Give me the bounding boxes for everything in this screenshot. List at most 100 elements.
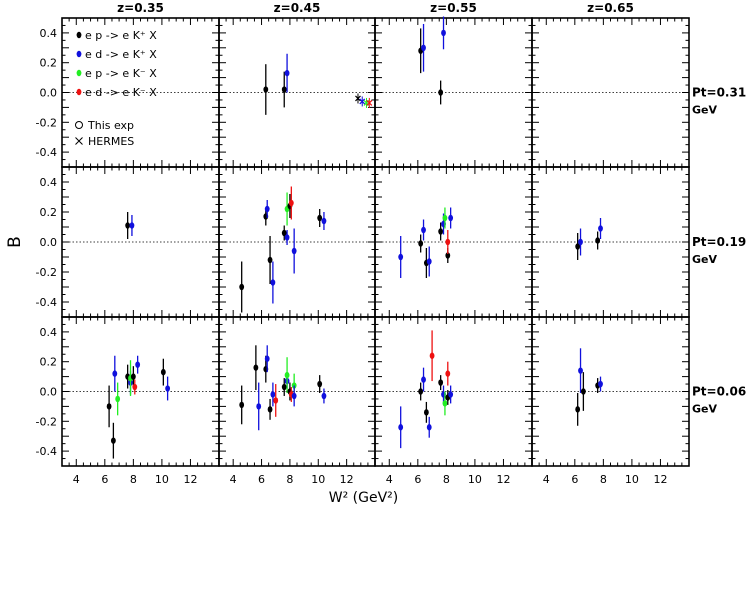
tick-labels: 0.4 0.2 0.0 -0.2 -0.4 0.4 0.2 0.0 -0.2 -0.4 0.4 0.2…	[36, 27, 668, 486]
data-marker	[267, 256, 273, 264]
row-label-pt031: Pt=0.31	[692, 86, 746, 100]
x-tick-label: 10	[155, 473, 169, 486]
circle-icon	[75, 121, 83, 129]
column-label-z045: z=0.45	[274, 1, 321, 15]
legend: e p -> e K⁺ X e d -> e K⁺ X e p -> e K⁻ X e…	[75, 29, 157, 148]
cross-icon	[75, 137, 83, 145]
legend-entry: e d -> e K⁻ X	[76, 86, 157, 99]
legend-label: e p -> e K⁺ X	[85, 29, 157, 42]
y-tick-label: -0.4	[36, 146, 57, 159]
data-marker	[426, 424, 432, 431]
data-point-black	[438, 375, 444, 391]
data-marker	[445, 238, 451, 246]
data-point-blue	[448, 207, 454, 229]
data-marker	[578, 367, 583, 374]
data-marker	[580, 388, 586, 395]
data-marker	[160, 368, 166, 376]
data-point-blue	[321, 212, 327, 230]
data-point-black	[418, 382, 424, 401]
legend-entry-hermes: HERMES	[75, 135, 134, 148]
panel-r2-c1	[218, 316, 376, 467]
data-marker	[110, 437, 116, 444]
data-point-black	[317, 375, 323, 393]
data-marker	[270, 391, 276, 398]
legend-marker	[76, 50, 82, 58]
data-point-blue	[321, 388, 327, 404]
data-point-black	[575, 233, 581, 260]
data-point-blue	[291, 228, 297, 274]
panel-r2-c3	[531, 316, 690, 467]
data-marker	[445, 252, 451, 259]
data-point-blue	[270, 261, 276, 304]
data-marker	[445, 370, 451, 377]
y-tick-label: 0.0	[40, 236, 58, 249]
y-tick-label: 0.4	[40, 27, 58, 40]
data-point-black	[575, 392, 581, 426]
legend-marker	[76, 69, 82, 77]
panel-grid	[61, 16, 690, 467]
data-point-black	[125, 212, 131, 239]
data-point-black	[423, 401, 429, 423]
row-label-pt019-unit: GeV	[692, 253, 717, 266]
data-marker	[438, 89, 444, 96]
y-tick-label: -0.2	[36, 415, 57, 428]
y-tick-label: 0.2	[40, 356, 58, 369]
x-tick-label: 8	[600, 473, 607, 486]
data-marker	[321, 392, 327, 400]
x-tick-label: 8	[443, 473, 450, 486]
data-point-blue	[398, 236, 404, 278]
x-tick-label: 4	[386, 473, 393, 486]
data-marker	[398, 424, 404, 431]
data-marker	[270, 279, 276, 286]
data-point-blue	[256, 382, 262, 431]
data-point-blue	[426, 416, 432, 438]
row-label-pt006: Pt=0.06	[692, 385, 746, 399]
data-point-black	[263, 64, 269, 115]
data-marker	[448, 214, 454, 222]
data-marker	[288, 199, 294, 207]
data-marker	[291, 392, 297, 400]
data-point-black	[438, 222, 444, 241]
y-tick-label: -0.2	[36, 116, 57, 129]
y-tick-label: 0.0	[40, 87, 58, 100]
data-point-blue	[135, 355, 141, 374]
data-marker	[256, 403, 262, 410]
hermes-point-red	[366, 97, 373, 108]
data-marker	[239, 401, 245, 409]
x-tick-label: 6	[571, 473, 578, 486]
data-marker	[317, 214, 323, 222]
data-point-blue	[398, 406, 404, 449]
data-marker	[112, 370, 118, 377]
data-marker	[239, 283, 245, 291]
legend-entry: e p -> e K⁺ X	[76, 29, 157, 42]
x-tick-label: 6	[101, 473, 108, 486]
data-marker	[273, 397, 279, 404]
data-point-black	[281, 378, 287, 396]
legend-label: e d -> e K⁺ X	[85, 48, 157, 61]
data-point-blue	[598, 218, 603, 239]
data-point-black	[580, 372, 586, 411]
data-marker	[595, 237, 601, 244]
data-point-black	[281, 225, 287, 241]
data-point-green	[284, 357, 290, 393]
data-marker	[125, 222, 131, 229]
x-tick-label: 4	[230, 473, 237, 486]
row-label-pt006-unit: GeV	[692, 403, 717, 416]
data-marker	[253, 364, 259, 371]
data-marker	[575, 406, 581, 413]
legend-entry-this-exp: This exp	[75, 119, 134, 132]
panel-r0-c3	[531, 17, 690, 168]
row-label-pt019: Pt=0.19	[692, 235, 746, 249]
data-point-black	[130, 366, 136, 388]
column-label-z065: z=0.65	[587, 1, 634, 15]
data-marker	[441, 29, 446, 37]
data-point-blue	[284, 230, 290, 245]
x-tick-label: 6	[258, 473, 265, 486]
data-point-green	[284, 192, 290, 226]
data-point-black	[160, 358, 166, 386]
x-tick-label: 4	[543, 473, 550, 486]
data-marker	[281, 383, 287, 391]
data-marker	[429, 352, 435, 359]
data-point-green	[115, 382, 121, 416]
data-point-black	[281, 71, 287, 108]
